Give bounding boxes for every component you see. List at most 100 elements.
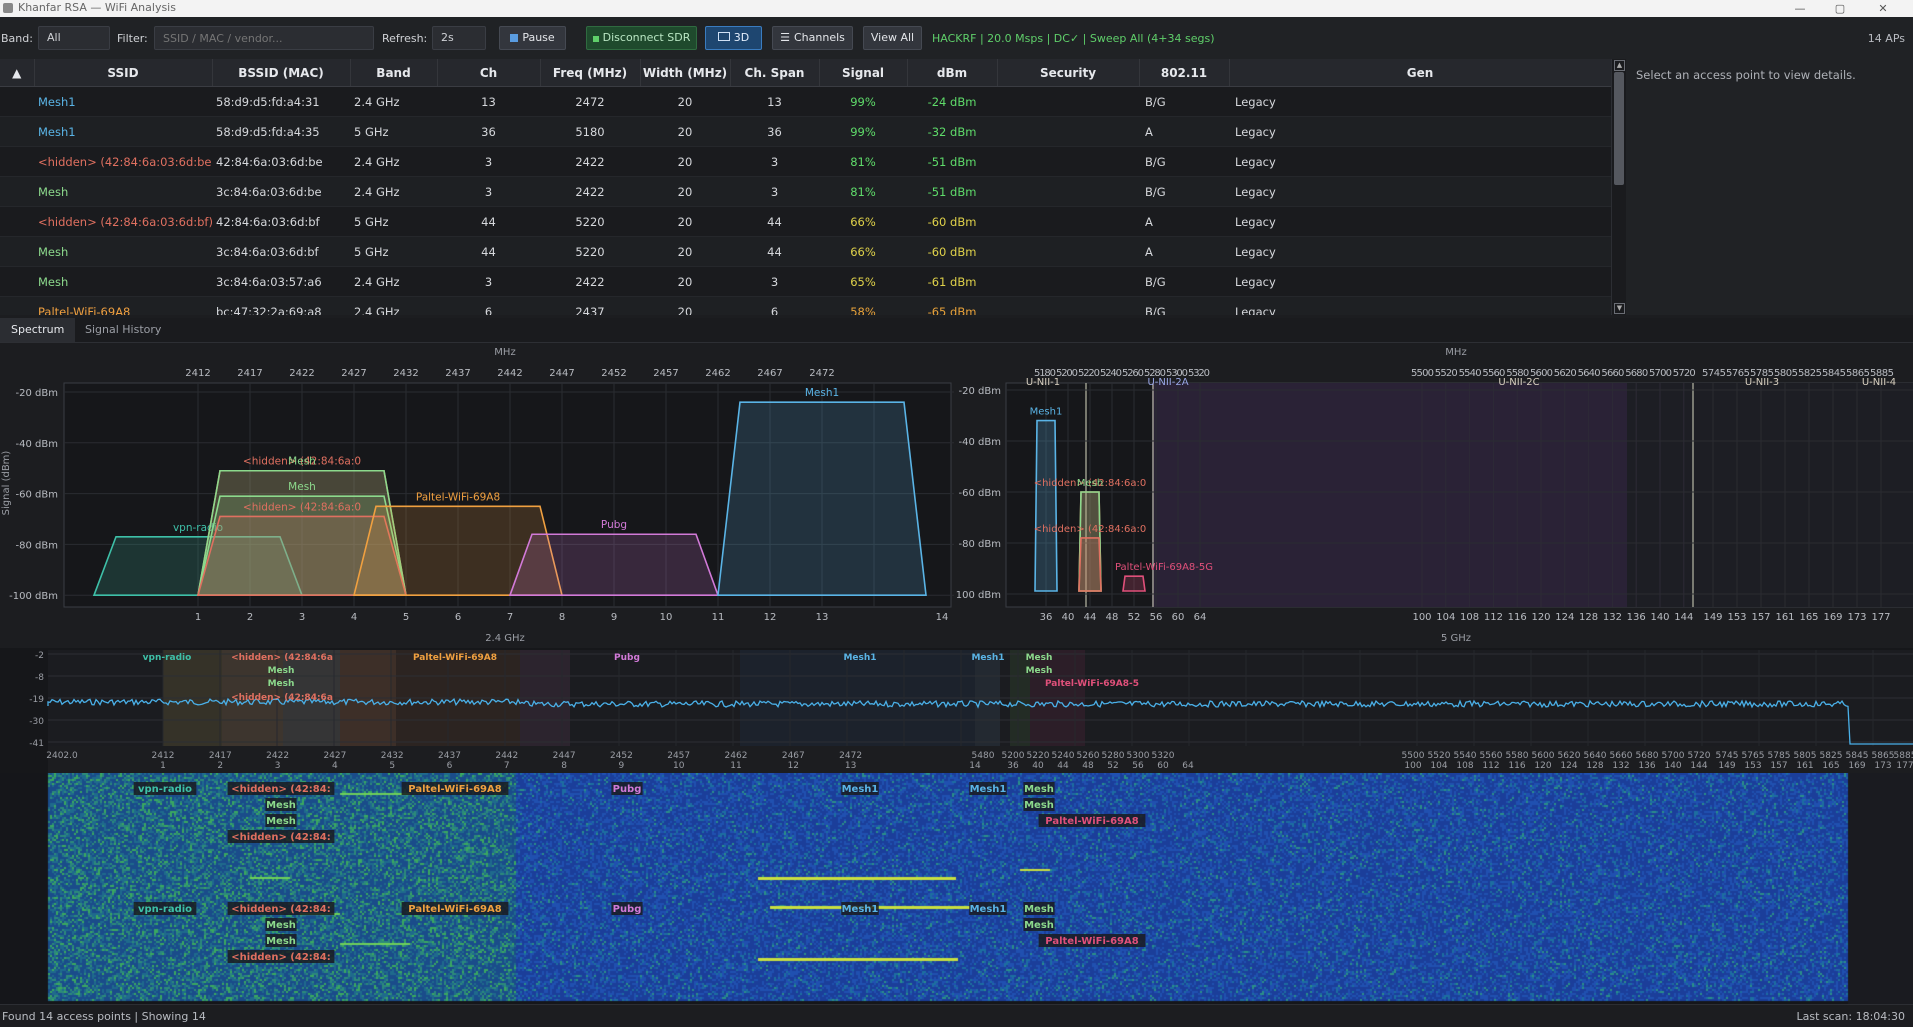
hardware-status: HACKRF | 20.0 Msps | DC✓ | Sweep All (4+…	[932, 32, 1215, 45]
cell-freq: 2422	[540, 146, 640, 177]
disconnect-sdr-button[interactable]: Disconnect SDR	[586, 26, 697, 50]
spectrum-5ghz-chart[interactable]: -20 dBm -40 dBm -60 dBm -80 dBm -100 dBm MHz 5…	[956, 343, 1913, 646]
table-row[interactable]: Mesh 3c:84:6a:03:6d:be 2.4 GHz 3 2422 20 3 81% -…	[0, 176, 1611, 207]
minimize-button[interactable]: —	[1794, 2, 1806, 15]
cell-dbm: -65 dBm	[907, 296, 997, 315]
channels-button-label: Channels	[793, 31, 845, 44]
col-width[interactable]: Width (MHz)	[640, 59, 731, 87]
network-trapezoid[interactable]	[196, 515, 408, 596]
channel-tick-label: 169	[1848, 761, 1865, 771]
network-trapezoid[interactable]	[1122, 575, 1146, 592]
row-gutter	[0, 176, 34, 207]
col-bssid[interactable]: BSSID (MAC)	[212, 59, 351, 87]
col-gen[interactable]: Gen	[1229, 59, 1611, 87]
waterfall-spectrogram[interactable]	[0, 773, 1913, 1004]
table-row[interactable]: Paltel-WiFi-69A8 bc:47:32:2a:69:a8 2.4 GHz…	[0, 296, 1611, 315]
freq-tick-label: 5520	[1435, 368, 1458, 379]
maximize-button[interactable]: ▢	[1834, 2, 1846, 15]
waterfall-label-bg	[969, 782, 1007, 795]
close-button[interactable]: ✕	[1878, 2, 1888, 15]
scroll-thumb[interactable]	[1614, 72, 1624, 185]
freq-tick-label: 5300	[1166, 368, 1188, 379]
cell-ssid: Mesh1	[34, 86, 212, 117]
freq-tick-label: 5805	[1794, 751, 1817, 761]
channel-tick-label: 108	[1456, 761, 1473, 771]
col-ch[interactable]: Ch	[437, 59, 541, 87]
cell-bssid: 3c:84:6a:03:57:a6	[212, 266, 350, 297]
channel-tick-label: 1	[195, 612, 201, 623]
network-trapezoid[interactable]	[1034, 419, 1058, 592]
scroll-down-arrow-icon[interactable]: ▼	[1614, 303, 1625, 314]
pause-button[interactable]: Pause	[499, 26, 566, 50]
spectrum-24ghz-chart[interactable]: -20 dBm -40 dBm -60 dBm -80 dBm -100 dBm MHz 2…	[0, 343, 954, 646]
filter-input[interactable]	[154, 26, 374, 50]
network-trapezoid[interactable]	[352, 505, 564, 596]
col-ssid[interactable]: SSID	[34, 59, 213, 87]
freq-tick-label: 2467	[782, 751, 805, 761]
freq-tick-label: 5480	[972, 751, 995, 761]
sweep-network-label: Mesh1	[971, 653, 1004, 663]
channel-tick-label: 169	[1823, 612, 1842, 623]
channel-tick-label: 161	[1775, 612, 1794, 623]
channel-tick-label: 8	[559, 612, 565, 623]
col-span[interactable]: Ch. Span	[730, 59, 820, 87]
freq-tick-label: 2417	[237, 368, 262, 379]
network-trapezoid[interactable]	[508, 533, 720, 596]
table-row[interactable]: <hidden> (42:84:6a:03:6d:be) 42:84:6a:03:…	[0, 146, 1611, 177]
network-label: Paltel-WiFi-69A8-5G	[1115, 562, 1213, 573]
freq-tick-label: 2402.0	[46, 751, 78, 761]
channel-tick-label: 132	[1612, 761, 1629, 771]
network-label: <hidden> (42:84:6a:0	[1034, 524, 1147, 535]
cell-span: 13	[730, 86, 819, 117]
disconnect-sdr-label: Disconnect SDR	[602, 31, 691, 44]
col-standard[interactable]: 802.11	[1139, 59, 1230, 87]
channel-tick-label: 10	[673, 761, 685, 771]
sweep-line-chart[interactable]: -2 -8 -19 -30 -41 vpn-radio <hidden> (42:84:6a…	[0, 648, 1913, 773]
band-label: U-NII-2A	[1147, 377, 1188, 388]
freq-tick-label: 2472	[809, 368, 834, 379]
refresh-select[interactable]: 2s	[432, 26, 486, 50]
cell-signal: 66%	[819, 236, 907, 267]
table-row[interactable]: Mesh 3c:84:6a:03:6d:bf 5 GHz 44 5220 20 44 66% -…	[0, 236, 1611, 267]
cell-band: 5 GHz	[350, 236, 437, 267]
col-freq[interactable]: Freq (MHz)	[540, 59, 641, 87]
y-tick-label: -41	[29, 739, 44, 749]
cell-freq: 5220	[540, 236, 640, 267]
scroll-up-arrow-icon[interactable]: ▲	[1614, 60, 1625, 71]
cell-gen: Legacy	[1229, 116, 1611, 147]
table-row[interactable]: Mesh1 58:d9:d5:fd:a4:31 2.4 GHz 13 2472 20 13 9…	[0, 86, 1611, 117]
band-select[interactable]: All	[38, 26, 110, 50]
cell-bssid: 58:d9:d5:fd:a4:31	[212, 86, 350, 117]
freq-tick-label: 2422	[266, 751, 289, 761]
col-signal[interactable]: Signal	[819, 59, 908, 87]
col-band[interactable]: Band	[350, 59, 438, 87]
cell-signal: 99%	[819, 86, 907, 117]
view-all-button[interactable]: View All	[863, 26, 922, 50]
cell-signal: 65%	[819, 266, 907, 297]
table-row[interactable]: Mesh 3c:84:6a:03:57:a6 2.4 GHz 3 2422 20 3 65% -…	[0, 266, 1611, 297]
cell-ch: 13	[437, 86, 540, 117]
freq-tick-label: 2427	[323, 751, 346, 761]
waterfall-label-bg	[265, 934, 297, 947]
col-security[interactable]: Security	[997, 59, 1140, 87]
cell-span: 3	[730, 266, 819, 297]
waterfall-network-label: Mesh	[1024, 904, 1054, 915]
sort-indicator-icon[interactable]: ▲	[0, 59, 35, 87]
tab-spectrum[interactable]: Spectrum	[0, 318, 76, 342]
channel-tick-label: 104	[1436, 612, 1455, 623]
network-trapezoid[interactable]	[717, 401, 927, 596]
cell-width: 20	[640, 296, 730, 315]
channels-button[interactable]: ☰ Channels	[772, 26, 853, 50]
tab-signal-history[interactable]: Signal History	[85, 323, 162, 336]
table-scrollbar[interactable]: ▲ ▼	[1611, 59, 1626, 315]
freq-tick-label: 5600	[1532, 751, 1555, 761]
network-trapezoid[interactable]	[1078, 537, 1102, 592]
table-row[interactable]: Mesh1 58:d9:d5:fd:a4:35 5 GHz 36 5180 20 36 99%…	[0, 116, 1611, 147]
freq-tick-label: 5660	[1610, 751, 1633, 761]
waterfall-label-bg	[227, 782, 335, 795]
3d-button[interactable]: 3D	[705, 26, 762, 50]
col-dbm[interactable]: dBm	[907, 59, 998, 87]
cell-band: 2.4 GHz	[350, 146, 437, 177]
channel-tick-label: 120	[1534, 761, 1551, 771]
table-row[interactable]: <hidden> (42:84:6a:03:6d:bf) 42:84:6a:03:…	[0, 206, 1611, 237]
